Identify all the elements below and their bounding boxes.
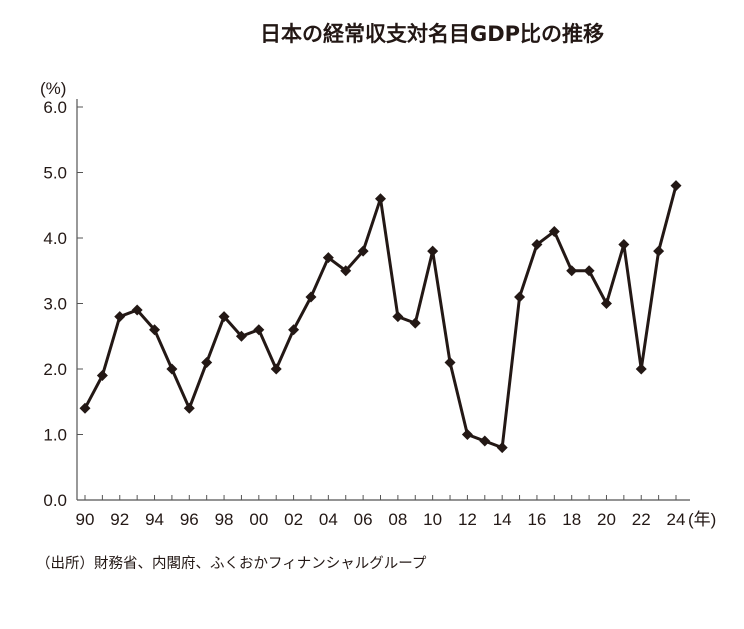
data-point-2023 xyxy=(653,245,665,257)
y-tick-label: 6.0 xyxy=(43,98,67,117)
data-point-1993 xyxy=(131,304,143,316)
data-point-2018 xyxy=(566,265,578,277)
data-point-2006 xyxy=(357,245,369,257)
y-tick-label: 1.0 xyxy=(43,426,67,445)
x-tick-label: 98 xyxy=(215,510,234,529)
data-point-2011 xyxy=(444,356,456,368)
data-point-2017 xyxy=(548,225,560,237)
data-point-2004 xyxy=(322,252,334,264)
x-tick-label: 12 xyxy=(458,510,477,529)
data-point-2015 xyxy=(514,291,526,303)
data-point-2019 xyxy=(583,265,595,277)
data-point-1997 xyxy=(201,356,213,368)
x-tick-label: 20 xyxy=(597,510,616,529)
y-tick-label: 5.0 xyxy=(43,164,67,183)
y-tick-label: 4.0 xyxy=(43,229,67,248)
x-tick-label: 18 xyxy=(562,510,581,529)
data-point-1994 xyxy=(149,324,161,336)
series-line xyxy=(83,185,678,450)
y-tick-label: 3.0 xyxy=(43,295,67,314)
data-point-2001 xyxy=(270,363,282,375)
data-point-2008 xyxy=(392,311,404,323)
x-tick-label: 08 xyxy=(388,510,407,529)
data-point-2003 xyxy=(305,291,317,303)
data-point-2022 xyxy=(635,363,647,375)
data-point-1990 xyxy=(79,402,91,414)
x-tick-label: 24 xyxy=(667,510,686,529)
x-axis-unit: (年) xyxy=(688,510,716,529)
data-point-1991 xyxy=(96,370,108,382)
y-axis-unit: (%) xyxy=(40,79,66,98)
data-point-2014 xyxy=(496,442,508,454)
data-point-2020 xyxy=(600,298,612,309)
x-tick-label: 16 xyxy=(527,510,546,529)
data-point-2013 xyxy=(479,435,491,447)
chart-title: 日本の経常収支対名目GDP比の推移 xyxy=(259,22,605,46)
x-tick-label: 22 xyxy=(632,510,651,529)
y-tick-label: 2.0 xyxy=(43,360,67,379)
x-tick-label: 94 xyxy=(145,510,164,529)
data-point-1992 xyxy=(114,311,126,323)
data-point-2010 xyxy=(427,245,439,257)
x-tick-label: 10 xyxy=(423,510,442,529)
data-point-2007 xyxy=(375,193,386,205)
data-point-2024 xyxy=(670,180,682,192)
data-point-1996 xyxy=(183,402,195,414)
data-point-2000 xyxy=(253,324,265,336)
x-tick-label: 06 xyxy=(354,510,373,529)
x-tick-label: 00 xyxy=(249,510,268,529)
data-point-2021 xyxy=(618,239,630,251)
data-point-1998 xyxy=(218,311,230,323)
source-note: （出所）財務省、内閣府、ふくおかフィナンシャルグループ xyxy=(36,556,427,572)
data-point-2005 xyxy=(340,265,352,277)
data-point-2012 xyxy=(461,429,473,440)
x-tick-label: 96 xyxy=(180,510,199,529)
data-point-1999 xyxy=(235,330,247,342)
x-tick-label: 14 xyxy=(493,510,512,529)
x-tick-label: 92 xyxy=(110,510,129,529)
x-tick-label: 04 xyxy=(319,510,338,529)
data-point-2009 xyxy=(409,317,421,329)
x-tick-label: 02 xyxy=(284,510,303,529)
data-point-2016 xyxy=(531,239,543,251)
y-tick-label: 0.0 xyxy=(43,491,67,510)
data-point-2002 xyxy=(288,324,300,336)
x-tick-label: 90 xyxy=(76,510,95,529)
data-point-1995 xyxy=(166,363,178,375)
